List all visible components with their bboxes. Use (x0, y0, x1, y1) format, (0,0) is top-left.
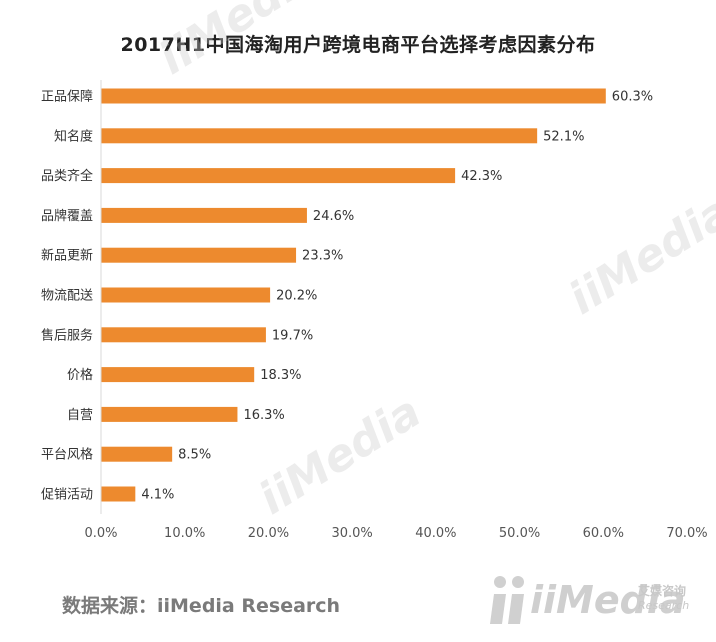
x-tick-label: 10.0% (164, 526, 205, 541)
bar (101, 247, 297, 263)
x-tick-label: 0.0% (84, 526, 117, 541)
bar (101, 88, 606, 104)
bar (101, 287, 271, 303)
category-label: 品牌覆盖 (41, 208, 93, 224)
category-label: 新品更新 (41, 248, 93, 264)
category-label: 品类齐全 (41, 168, 93, 184)
category-label: 促销活动 (41, 488, 93, 503)
x-tick-label: 60.0% (583, 526, 624, 541)
value-label: 4.1% (141, 488, 174, 503)
x-tick-label: 40.0% (415, 526, 456, 541)
bar (101, 207, 307, 223)
bar (101, 486, 136, 502)
chart-title: 2017H1中国海淘用户跨境电商平台选择考虑因素分布 (120, 34, 596, 56)
value-label: 23.3% (302, 249, 343, 264)
data-source: 数据来源：iiMedia Research (62, 595, 341, 617)
value-label: 60.3% (612, 90, 653, 105)
category-label: 知名度 (54, 128, 93, 144)
value-label: 20.2% (276, 289, 317, 304)
value-label: 52.1% (543, 129, 584, 144)
value-label: 18.3% (260, 368, 301, 383)
bar (101, 446, 173, 462)
bar (101, 168, 456, 184)
category-label: 物流配送 (41, 289, 93, 304)
x-tick-label: 50.0% (499, 526, 540, 541)
value-label: 24.6% (313, 209, 354, 224)
value-label: 42.3% (461, 169, 502, 184)
x-tick-label: 20.0% (248, 526, 289, 541)
bar (101, 128, 538, 144)
logo-mark-icon (490, 576, 524, 624)
logo-en-text: Research (638, 599, 690, 612)
logo-cn-text: 艾媒咨询 (638, 584, 687, 598)
x-tick-label: 30.0% (331, 526, 372, 541)
x-tick-label: 70.0% (666, 526, 707, 541)
bar-chart: 正品保障 60.3% 知名度 52.1% 品类齐全 42.3% 品牌覆盖 24.6% 新品更新 2… (41, 80, 708, 541)
bar (101, 367, 255, 383)
category-label: 正品保障 (41, 90, 93, 105)
value-label: 16.3% (243, 408, 284, 423)
category-label: 自营 (67, 408, 93, 423)
logo-brand-text: iiMedia (530, 578, 686, 622)
iimedia-logo: iiMedia 艾媒咨询 Research (488, 572, 708, 632)
category-label: 价格 (67, 367, 93, 383)
value-label: 19.7% (272, 328, 313, 343)
value-label: 8.5% (178, 448, 211, 463)
bar (101, 327, 266, 343)
category-label: 售后服务 (41, 327, 93, 343)
bar (101, 406, 238, 422)
category-label: 平台风格 (41, 447, 93, 463)
